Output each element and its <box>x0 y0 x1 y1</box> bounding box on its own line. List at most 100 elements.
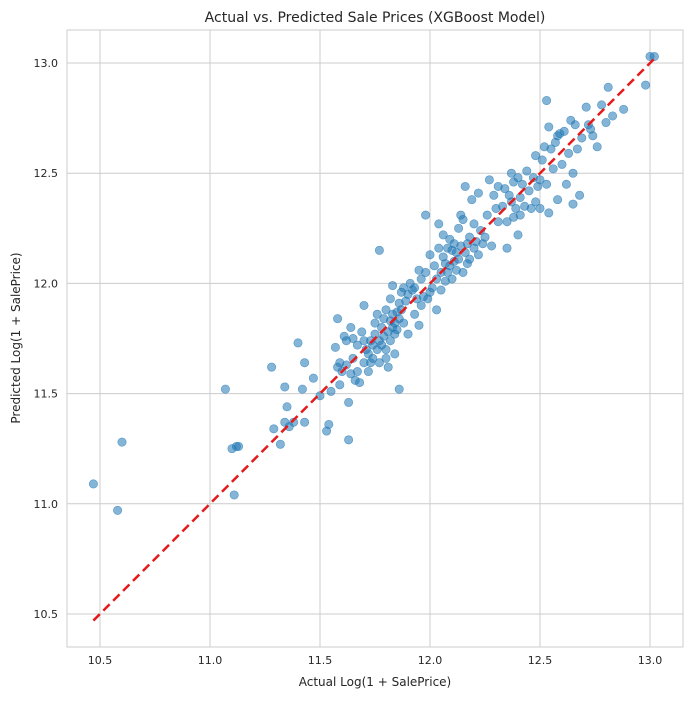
data-point <box>544 208 554 218</box>
data-point <box>559 126 569 136</box>
data-point <box>370 318 380 328</box>
data-point <box>649 51 659 61</box>
data-point <box>513 173 523 183</box>
data-point <box>641 80 651 90</box>
data-point <box>465 232 475 242</box>
data-point <box>465 254 475 264</box>
data-point <box>561 179 571 189</box>
data-point <box>557 159 567 169</box>
data-point <box>385 336 395 346</box>
data-point <box>399 318 409 328</box>
data-point <box>374 358 384 368</box>
data-point <box>410 283 420 293</box>
data-point <box>476 226 486 236</box>
data-point <box>473 188 483 198</box>
data-point <box>300 358 310 368</box>
data-point <box>531 151 541 161</box>
data-point <box>493 217 503 227</box>
data-point <box>526 203 536 213</box>
data-point <box>374 245 384 255</box>
y-tick-label: 12.0 <box>34 277 59 290</box>
data-point <box>502 217 512 227</box>
data-point <box>515 210 525 220</box>
data-point <box>458 267 468 277</box>
data-point <box>575 190 585 200</box>
data-point <box>117 437 127 447</box>
data-point <box>434 219 444 229</box>
x-tick-label: 12.0 <box>418 654 443 667</box>
data-point <box>544 122 554 132</box>
x-tick-label: 11.0 <box>198 654 223 667</box>
data-point <box>577 133 587 143</box>
data-point <box>542 179 552 189</box>
data-point <box>383 362 393 372</box>
data-point <box>502 243 512 253</box>
data-point <box>381 353 391 363</box>
data-point <box>293 338 303 348</box>
x-tick-label: 10.5 <box>88 654 113 667</box>
x-tick-label: 13.0 <box>638 654 663 667</box>
data-point <box>421 267 431 277</box>
data-point <box>372 309 382 319</box>
data-point <box>489 190 499 200</box>
data-point <box>355 378 365 388</box>
y-tick-label: 11.0 <box>34 498 59 511</box>
data-point <box>414 320 424 330</box>
x-tick-label: 11.5 <box>308 654 333 667</box>
data-point <box>357 327 367 337</box>
data-point <box>511 203 521 213</box>
data-point <box>335 380 345 390</box>
data-point <box>454 223 464 233</box>
reference-line-group <box>92 55 658 622</box>
data-point <box>267 362 277 372</box>
data-point <box>410 309 420 319</box>
data-point <box>436 285 446 295</box>
data-point <box>324 419 334 429</box>
data-point <box>535 203 545 213</box>
data-point <box>385 294 395 304</box>
data-point <box>396 305 406 315</box>
data-point <box>438 230 448 240</box>
data-point <box>88 479 98 489</box>
y-tick-label: 11.5 <box>34 388 59 401</box>
gridlines <box>67 30 683 647</box>
data-point <box>392 325 402 335</box>
data-point <box>352 340 362 350</box>
data-point <box>429 261 439 271</box>
data-point <box>348 353 358 363</box>
data-point <box>568 199 578 209</box>
data-point <box>467 195 477 205</box>
data-point <box>421 210 431 220</box>
data-point <box>513 230 523 240</box>
data-point <box>608 111 618 121</box>
data-point <box>403 329 413 339</box>
y-tick-label: 13.0 <box>34 57 59 70</box>
y-tick-labels: 10.5 11.0 11.5 12.0 12.5 13.0 <box>34 57 59 621</box>
data-point <box>564 148 574 158</box>
data-point <box>416 274 426 284</box>
data-point <box>480 232 490 242</box>
data-point <box>394 384 404 394</box>
data-point <box>597 100 607 110</box>
data-point <box>460 181 470 191</box>
y-axis-label: Predicted Log(1 + SalePrice) <box>9 252 23 423</box>
data-point <box>432 305 442 315</box>
data-point <box>399 283 409 293</box>
data-point <box>517 179 527 189</box>
data-point <box>344 435 354 445</box>
data-point <box>500 184 510 194</box>
data-point <box>434 243 444 253</box>
data-point <box>352 367 362 377</box>
data-point <box>535 175 545 185</box>
x-axis-label: Actual Log(1 + SalePrice) <box>299 675 451 689</box>
data-point <box>447 274 457 284</box>
data-point <box>537 155 547 165</box>
data-point <box>315 391 325 401</box>
data-point <box>346 322 356 332</box>
data-point <box>388 281 398 291</box>
data-point <box>275 439 285 449</box>
data-point <box>326 386 336 396</box>
data-point <box>568 168 578 178</box>
